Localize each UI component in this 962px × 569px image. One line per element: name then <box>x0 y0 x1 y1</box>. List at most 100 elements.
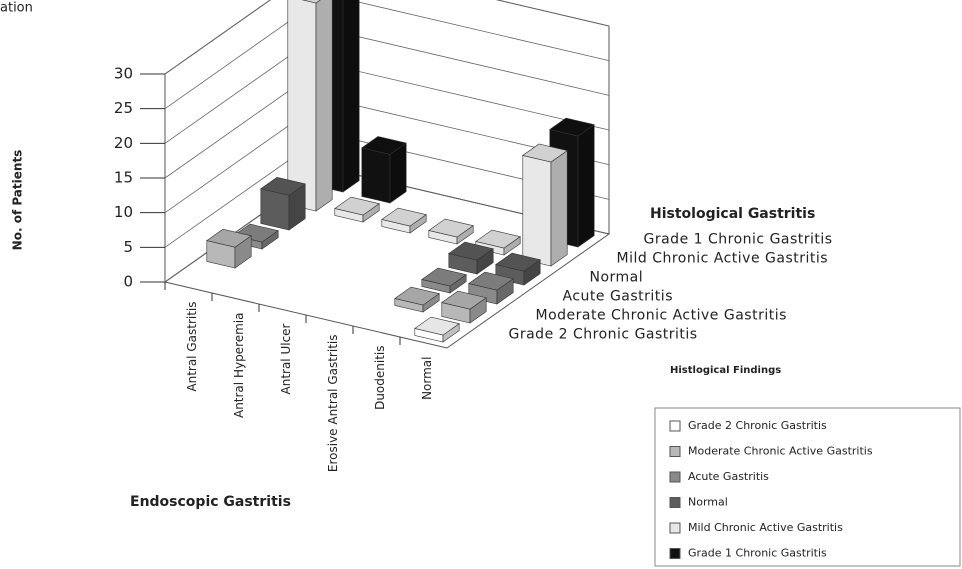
x-tick-label: Erosive Antral Gastritis <box>326 335 340 473</box>
bar <box>328 253 372 271</box>
bar-top <box>441 290 487 310</box>
bar-top <box>428 218 474 238</box>
bar <box>414 316 460 343</box>
x-tick-label: Antral Gastritis <box>185 302 199 392</box>
legend-swatch <box>669 522 681 534</box>
bar-front <box>522 155 552 267</box>
legend-title: Histlogical Findings <box>670 365 781 376</box>
bar-side <box>577 124 595 248</box>
bar-top <box>394 286 440 306</box>
legend-label: Grade 1 Chronic Gastritis <box>688 547 827 560</box>
bar-top <box>206 228 252 248</box>
bar <box>180 269 224 287</box>
z-tick-label: Grade 2 Chronic Gastritis <box>509 327 698 343</box>
bar-top <box>522 143 568 163</box>
bar <box>361 136 407 204</box>
z-axis-title: Histological Gastritis <box>650 206 815 222</box>
legend-swatch <box>669 420 681 432</box>
bar <box>441 290 487 324</box>
legend-label: Normal <box>688 496 728 509</box>
bar <box>206 228 252 269</box>
legend-label: Grade 2 Chronic Gastritis <box>688 419 827 432</box>
bar-side <box>550 150 568 267</box>
bar <box>287 0 333 212</box>
y-tick-label: 5 <box>123 238 133 256</box>
grid-line <box>164 28 610 144</box>
bar <box>260 177 306 231</box>
bar <box>456 207 500 225</box>
legend-swatch <box>669 471 681 483</box>
bar-top <box>254 261 298 279</box>
bar-top <box>227 280 271 298</box>
bar-top <box>348 283 392 301</box>
bar-side <box>342 0 360 193</box>
bar-top <box>495 252 541 272</box>
bar-top <box>281 242 325 260</box>
y-tick-label: 0 <box>123 273 133 291</box>
bar-top <box>260 177 306 196</box>
bar <box>348 283 392 301</box>
bar-front <box>361 147 391 204</box>
legend-box <box>654 407 961 567</box>
z-tick-label: Acute Gastritis <box>563 289 673 305</box>
bar-top <box>328 253 372 271</box>
bar-top <box>448 241 494 261</box>
bar <box>321 302 365 320</box>
bar-top <box>321 302 365 320</box>
legend-label: Moderate Chronic Active Gastritis <box>688 445 873 458</box>
bar <box>428 218 474 245</box>
y-tick-label: 15 <box>114 169 133 187</box>
bar <box>409 196 453 214</box>
legend-swatch <box>669 497 681 508</box>
bar-top <box>402 245 446 263</box>
bar <box>381 207 427 234</box>
bar <box>375 264 419 282</box>
bar <box>394 286 440 313</box>
z-tick-label: Moderate Chronic Active Gastritis <box>536 308 787 324</box>
bar-top <box>414 316 460 336</box>
bar-side <box>315 0 333 212</box>
bar-top <box>180 269 224 287</box>
grid-line <box>164 0 610 75</box>
x-tick-label: Normal <box>420 357 434 400</box>
x-tick-label: Antral Ulcer <box>279 323 293 394</box>
bar <box>522 143 568 267</box>
bar-top <box>421 267 467 287</box>
y-axis-title: No. of Patients <box>11 150 25 251</box>
bar-top <box>549 117 595 137</box>
bar-top <box>334 196 380 216</box>
bar <box>301 272 345 290</box>
bar <box>274 291 318 309</box>
x-tick-label: Duodenitis <box>373 346 387 410</box>
y-tick-label: 10 <box>114 203 133 221</box>
z-tick-label: Normal <box>590 270 644 286</box>
bar <box>227 280 271 298</box>
bar-front <box>260 188 290 231</box>
bar <box>368 313 412 331</box>
bar-top <box>475 229 521 249</box>
bar-top <box>456 207 500 225</box>
bar-top <box>468 271 514 291</box>
grid-line <box>164 0 610 109</box>
bar <box>281 242 325 260</box>
bar <box>308 223 352 241</box>
bar <box>355 234 399 252</box>
y-tick-label: 25 <box>114 99 133 117</box>
caption: ation <box>0 1 33 16</box>
bar-top <box>308 223 352 241</box>
bar-top <box>409 196 453 214</box>
bar <box>421 267 467 294</box>
bar-top <box>301 272 345 290</box>
bar-top <box>274 291 318 309</box>
z-tick-label: Mild Chronic Active Gastritis <box>617 251 829 267</box>
bar <box>402 245 446 263</box>
x-axis-title: Endoscopic Gastritis <box>130 494 291 510</box>
legend-label: Mild Chronic Active Gastritis <box>688 521 843 534</box>
legend-swatch <box>669 446 681 457</box>
legend-swatch <box>669 548 681 559</box>
y-tick-label: 20 <box>114 134 133 152</box>
z-tick-label: Grade 1 Chronic Gastritis <box>644 232 833 248</box>
bar-top <box>355 234 399 252</box>
bar-top <box>368 313 412 331</box>
